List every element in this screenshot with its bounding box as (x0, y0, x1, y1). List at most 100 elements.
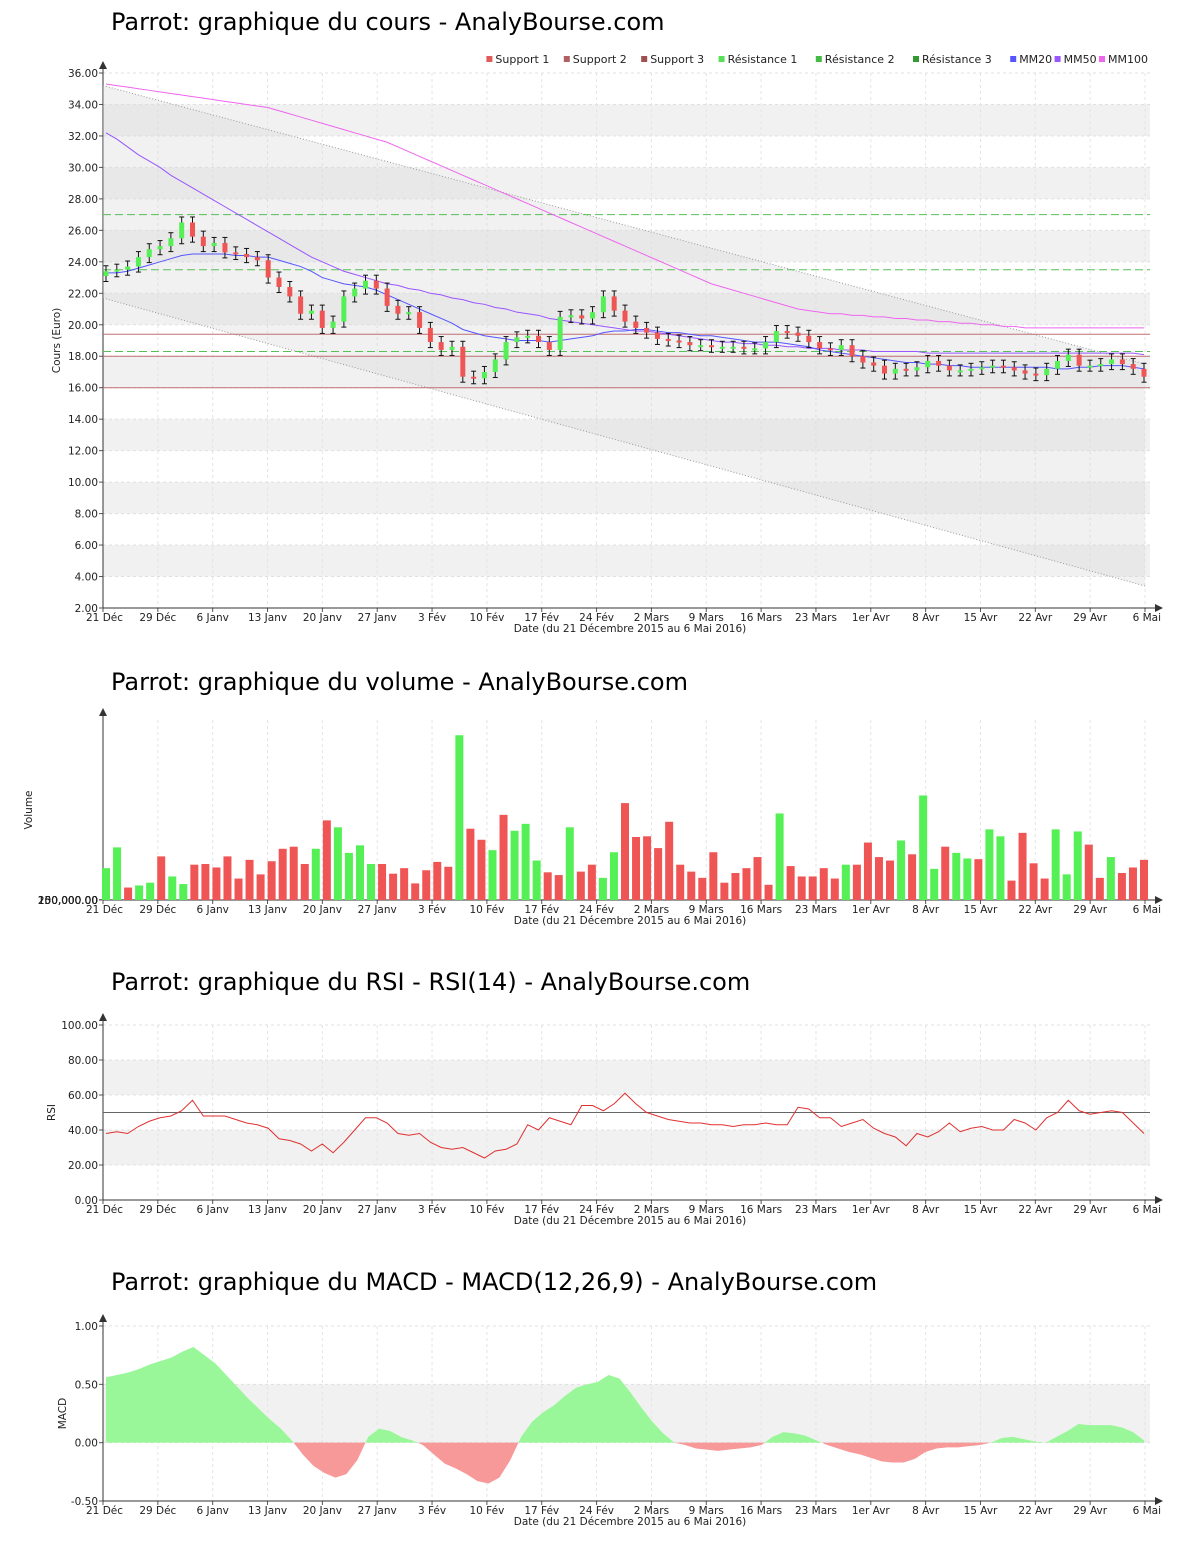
background-band (103, 545, 1150, 577)
candle-body (719, 346, 725, 349)
volume-bar (764, 884, 773, 900)
volume-bar (488, 850, 497, 900)
y-tick-label: 80.00 (68, 1055, 98, 1067)
candle-body (492, 359, 498, 372)
legend-swatch (1054, 56, 1061, 62)
volume-chart-title: Parrot: graphique du volume - AnalyBours… (111, 668, 688, 696)
candle-body (1022, 370, 1028, 374)
y-axis-arrow (99, 61, 107, 69)
volume-bar (510, 830, 519, 900)
x-tick-label: 23 Mars (795, 612, 837, 624)
y-tick-label: 0.00 (75, 1195, 98, 1207)
y-tick-label: 50,000.00 (45, 895, 98, 907)
x-tick-label: 21 Déc (86, 1505, 123, 1517)
x-tick-label: 24 Fév (579, 612, 614, 624)
volume-bar (267, 861, 276, 900)
x-tick-label: 2 Mars (634, 612, 669, 624)
y-tick-label: 60.00 (68, 1090, 98, 1102)
candle-body (914, 367, 920, 371)
background-band (103, 419, 1150, 451)
candle-body (276, 277, 282, 287)
x-tick-label: 15 Avr (964, 612, 998, 624)
candle-body (644, 327, 650, 333)
volume-bar (245, 859, 254, 900)
x-tick-label: 8 Avr (912, 1505, 940, 1517)
x-tick-label: 1er Avr (852, 1204, 891, 1216)
legend-label: MM50 (1064, 53, 1097, 66)
x-tick-label: 3 Fév (418, 904, 446, 916)
candle-body (763, 342, 769, 349)
volume-chart-panel: Parrot: graphique du volume - AnalyBours… (0, 668, 1200, 938)
y-tick-label: 100.00 (61, 1020, 98, 1032)
candle-body (1130, 364, 1136, 369)
candle-body (427, 327, 433, 343)
candle-body (1000, 365, 1006, 368)
candle-body (330, 321, 336, 328)
candle-body (687, 342, 693, 346)
candle-body (1065, 354, 1071, 361)
volume-bar (852, 864, 861, 900)
x-tick-label: 23 Mars (795, 1204, 837, 1216)
y-tick-label: 20.00 (68, 320, 98, 332)
volume-bar (952, 852, 961, 900)
macd-positive-area (991, 1424, 1144, 1443)
y-tick-label: 22.00 (68, 288, 98, 300)
volume-bar (444, 866, 453, 900)
y-tick-label: 200,000.00 (38, 895, 98, 907)
background-band (103, 482, 1150, 514)
candle-body (936, 360, 942, 366)
macd-negative-area (417, 1442, 519, 1484)
volume-bar (179, 884, 188, 900)
x-tick-label: 13 Janv (248, 612, 287, 624)
candle-body (233, 252, 239, 255)
volume-bar (389, 873, 398, 900)
candle-body (125, 266, 131, 270)
candle-body (676, 340, 682, 343)
macd-negative-area (674, 1442, 765, 1451)
x-tick-label: 15 Avr (964, 1505, 998, 1517)
macd-negative-area (821, 1442, 992, 1463)
x-tick-label: 13 Janv (248, 1204, 287, 1216)
y-tick-label: 12.00 (68, 446, 98, 458)
macd-chart-panel: Parrot: graphique du MACD - MACD(12,26,9… (0, 1268, 1200, 1548)
y-tick-label: 8.00 (75, 509, 98, 521)
volume-bar (819, 868, 828, 900)
candle-body (827, 348, 833, 351)
volume-bar (333, 827, 342, 900)
background-band (103, 167, 1150, 199)
candle-body (341, 296, 347, 322)
candle-body (211, 242, 217, 247)
x-tick-label: 6 Janv (196, 904, 228, 916)
x-tick-label: 22 Avr (1018, 1505, 1052, 1517)
candle-body (957, 370, 963, 373)
volume-bar (908, 854, 917, 900)
legend-label: Résistance 1 (728, 53, 798, 66)
candle-body (752, 348, 758, 351)
volume-bar (731, 873, 740, 900)
x-tick-label: 29 Avr (1073, 1505, 1107, 1517)
x-axis-arrow (1155, 896, 1163, 904)
y-tick-label: 4.00 (75, 572, 98, 584)
volume-bar (499, 814, 508, 900)
x-tick-label: 22 Avr (1018, 612, 1052, 624)
x-tick-label: 9 Mars (689, 1505, 724, 1517)
x-axis-arrow (1155, 604, 1163, 612)
volume-bar (720, 882, 729, 900)
volume-bar (102, 868, 110, 900)
x-tick-label: 16 Mars (740, 612, 782, 624)
volume-bar (808, 876, 817, 900)
x-tick-label: 27 Janv (358, 1204, 397, 1216)
volume-bar (996, 836, 1005, 900)
x-tick-label: 6 Mai (1133, 612, 1161, 624)
x-tick-label: 10 Fév (469, 612, 504, 624)
candle-body (849, 345, 855, 357)
candle-body (590, 312, 596, 319)
rsi-chart-title: Parrot: graphique du RSI - RSI(14) - Ana… (111, 968, 751, 996)
x-tick-label: 10 Fév (469, 904, 504, 916)
volume-bar (632, 837, 641, 900)
x-tick-label: 16 Mars (740, 1204, 782, 1216)
volume-bar (300, 864, 309, 900)
candle-body (1011, 367, 1017, 371)
y-axis-arrow (99, 708, 107, 716)
y-axis-title: Volume (23, 790, 35, 829)
